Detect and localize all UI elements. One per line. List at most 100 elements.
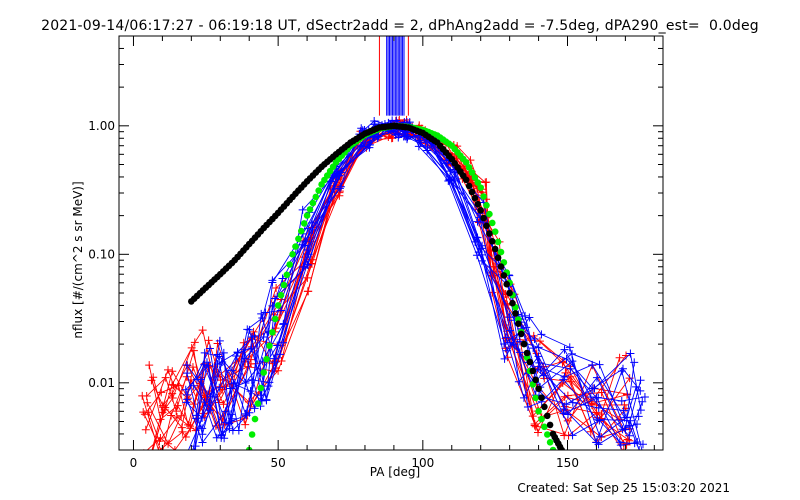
black-model-point [512, 310, 519, 317]
blue-data-point [617, 396, 626, 405]
black-model-point [526, 358, 534, 366]
green-model-point [277, 291, 285, 299]
red-data-point [158, 446, 160, 450]
blue-data-point [515, 348, 524, 357]
green-model-point [477, 184, 485, 191]
blue-data-point [277, 306, 286, 315]
green-model-point [257, 384, 265, 392]
blue-data-point [626, 349, 635, 358]
black-model-point [535, 385, 542, 393]
red-data-point [167, 411, 176, 420]
blue-data-point [537, 330, 546, 339]
red-data-point [147, 451, 155, 459]
blue-data-point [630, 358, 639, 367]
blue-data-point [227, 366, 236, 375]
blue-data-point [445, 175, 454, 184]
black-model-point [546, 421, 554, 429]
red-data-point [188, 363, 197, 372]
green-model-point [295, 235, 302, 243]
blue-data-point [590, 384, 599, 393]
blue-data-point [560, 345, 569, 354]
blue-data-point [229, 379, 238, 388]
green-model-point [289, 251, 296, 258]
blue-data-point [636, 406, 645, 415]
blue-data-point [640, 392, 649, 401]
blue-data-point [523, 402, 532, 411]
blue-data-point [243, 325, 252, 334]
black-model-point [517, 330, 525, 338]
blue-data-point [634, 412, 643, 421]
blue-data-point [300, 241, 309, 250]
black-model-point [491, 245, 499, 253]
green-model-point [274, 302, 282, 309]
blue-data-point [423, 143, 432, 152]
red-data-point [156, 415, 165, 424]
blue-data-point [472, 251, 481, 260]
green-model-point [541, 423, 548, 431]
blue-data-point [215, 383, 224, 392]
created-timestamp: Created: Sat Sep 25 15:03:20 2021 [517, 481, 730, 495]
blue-data-point [530, 335, 539, 344]
green-model-point [280, 281, 288, 289]
blue-data-point [636, 376, 645, 385]
blue-data-point [225, 419, 234, 428]
blue-data-point [183, 369, 192, 378]
black-model-point [474, 200, 482, 208]
blue-data-point [198, 430, 207, 439]
blue-data-point [213, 350, 222, 359]
red-data-point [271, 324, 280, 333]
blue-sample-line [186, 121, 637, 438]
blue-data-point [258, 314, 267, 323]
green-model-point [532, 394, 539, 402]
green-model-point [465, 164, 473, 171]
blue-data-point [522, 323, 531, 332]
blue-data-point [374, 132, 383, 141]
black-model-point [515, 320, 522, 328]
red-sample-line [152, 127, 627, 450]
red-data-point [219, 400, 228, 409]
blue-data-point [401, 132, 410, 141]
blue-data-point [278, 274, 287, 283]
blue-data-point [250, 404, 259, 413]
red-data-point [198, 326, 207, 335]
red-data-point [141, 425, 150, 434]
black-model-point [497, 263, 505, 270]
red-data-point [204, 336, 213, 345]
blue-data-point [472, 233, 481, 242]
red-data-point [335, 191, 344, 200]
blue-data-point [560, 405, 569, 414]
blue-data-point [246, 387, 255, 396]
red-data-point [149, 373, 158, 382]
black-model-point [544, 412, 551, 420]
black-model-point [468, 188, 476, 196]
red-data-point [592, 408, 601, 417]
green-model-point [248, 431, 256, 438]
black-model-point [477, 207, 485, 214]
blue-data-point [595, 360, 604, 369]
green-model-point [480, 193, 487, 200]
red-data-point [560, 431, 569, 440]
black-model-point [558, 446, 566, 450]
black-model-point [471, 194, 479, 202]
green-model-point [486, 210, 493, 218]
black-model-point [494, 254, 502, 262]
black-model-point [486, 230, 493, 237]
green-model-point [462, 159, 470, 166]
red-sample-line [152, 120, 630, 441]
red-data-point [535, 337, 544, 346]
green-model-point [546, 439, 554, 446]
x-tick-label: 50 [271, 456, 286, 470]
plot-frame [118, 35, 664, 451]
red-data-point [177, 423, 186, 432]
blue-data-point [595, 432, 604, 441]
blue-data-point [534, 362, 543, 371]
red-sample-line [152, 131, 631, 450]
blue-data-point [525, 313, 534, 322]
blue-data-point [568, 357, 577, 366]
blue-data-point [194, 447, 196, 450]
blue-data-point [500, 340, 509, 349]
black-model-point [532, 376, 539, 384]
blue-data-point [198, 438, 207, 447]
blue-data-point [560, 373, 569, 382]
